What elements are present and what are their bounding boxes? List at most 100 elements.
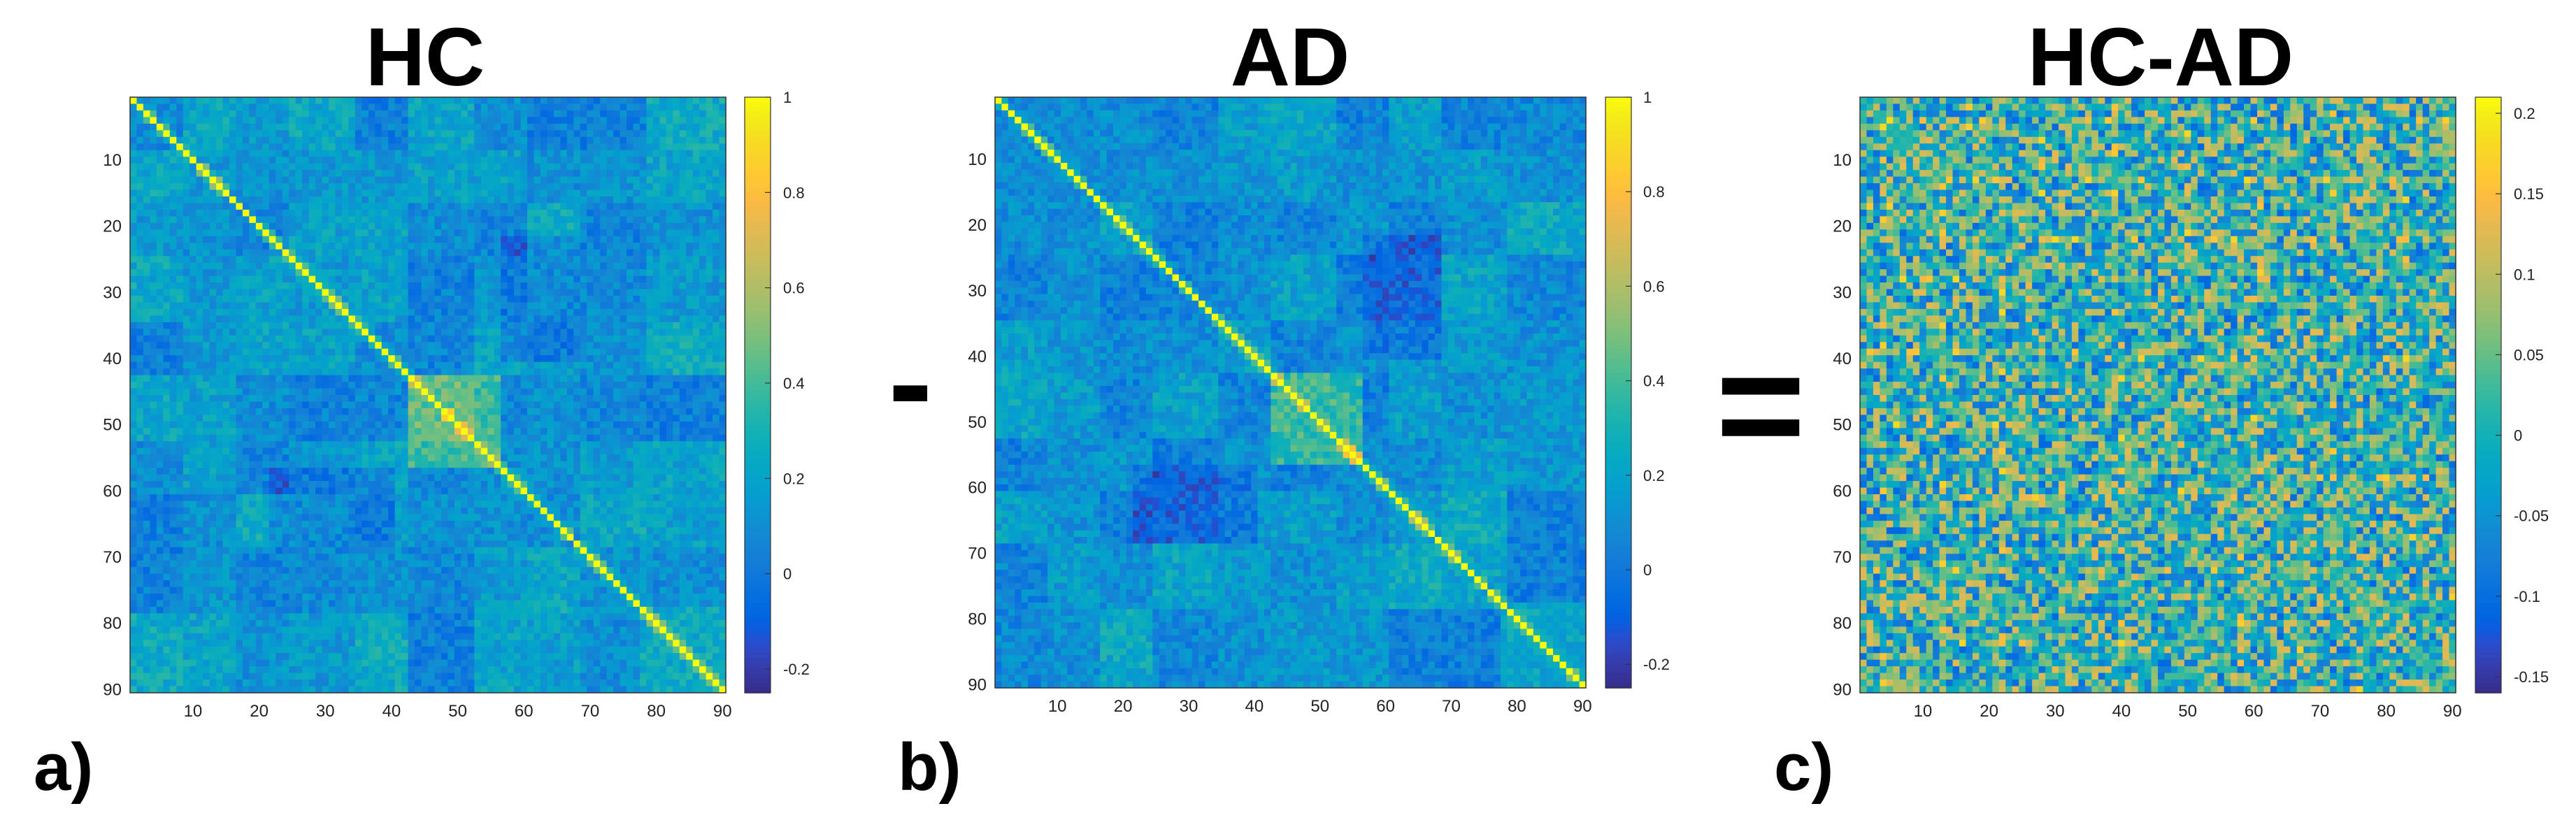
heatmap-cell bbox=[282, 130, 289, 137]
heatmap-cell bbox=[620, 170, 627, 177]
heatmap-cell bbox=[249, 177, 256, 184]
heatmap-cell bbox=[713, 183, 720, 190]
heatmap-cell bbox=[382, 177, 389, 184]
heatmap-cell bbox=[541, 97, 548, 104]
heatmap-cell bbox=[680, 164, 687, 171]
heatmap-cell bbox=[170, 143, 177, 150]
heatmap-cell bbox=[448, 164, 455, 171]
heatmap-cell bbox=[335, 170, 342, 177]
heatmap-cell bbox=[236, 124, 243, 131]
heatmap-cell bbox=[163, 110, 170, 117]
heatmap-cell bbox=[567, 103, 574, 110]
heatmap-cell bbox=[163, 150, 170, 157]
heatmap-cell bbox=[720, 103, 727, 110]
heatmap-cell bbox=[580, 143, 587, 150]
heatmap-cell bbox=[322, 164, 329, 171]
heatmap-cell bbox=[249, 117, 256, 124]
heatmap-cell bbox=[203, 130, 210, 137]
heatmap-cell bbox=[666, 103, 673, 110]
heatmap-cell bbox=[494, 164, 501, 171]
heatmap-cell bbox=[501, 117, 508, 124]
heatmap-cell bbox=[196, 183, 203, 190]
heatmap-cell bbox=[600, 130, 607, 137]
heatmap-cell bbox=[262, 164, 269, 171]
heatmap-cell bbox=[547, 183, 554, 190]
heatmap-cell bbox=[296, 110, 303, 117]
heatmap-cell bbox=[547, 170, 554, 177]
heatmap-cell bbox=[302, 130, 309, 137]
heatmap-cell bbox=[130, 137, 137, 144]
heatmap-cell bbox=[309, 110, 316, 117]
heatmap-cell bbox=[256, 183, 263, 190]
heatmap-cell bbox=[706, 97, 713, 104]
heatmap-cell bbox=[627, 177, 634, 184]
heatmap-cell bbox=[203, 190, 210, 197]
heatmap-cell bbox=[673, 170, 680, 177]
heatmap-cell bbox=[302, 150, 309, 157]
heatmap-cell bbox=[600, 170, 607, 177]
heatmap-cell bbox=[322, 130, 329, 137]
heatmap-cell bbox=[157, 190, 164, 197]
heatmap-cell bbox=[368, 177, 375, 184]
heatmap-cell bbox=[441, 137, 448, 144]
heatmap-cell bbox=[375, 143, 382, 150]
heatmap-cell bbox=[210, 103, 217, 110]
heatmap-cell bbox=[594, 117, 601, 124]
heatmap-cell bbox=[607, 117, 614, 124]
heatmap-cell bbox=[487, 124, 494, 131]
heatmap-cell bbox=[521, 177, 528, 184]
heatmap-cell bbox=[355, 124, 362, 131]
heatmap-cell bbox=[448, 103, 455, 110]
heatmap-cell bbox=[547, 143, 554, 150]
heatmap-cell bbox=[368, 190, 375, 197]
heatmap-cell bbox=[183, 103, 190, 110]
heatmap-cell bbox=[468, 117, 475, 124]
heatmap-cell bbox=[666, 110, 673, 117]
heatmap-cell bbox=[620, 164, 627, 171]
heatmap-cell bbox=[348, 130, 355, 137]
heatmap-cell bbox=[243, 124, 250, 131]
heatmap-cell bbox=[594, 164, 601, 171]
heatmap-cell bbox=[236, 190, 243, 197]
heatmap-cell bbox=[262, 117, 269, 124]
heatmap-cell bbox=[474, 170, 481, 177]
heatmap-cell bbox=[554, 157, 561, 164]
heatmap-cell bbox=[130, 124, 137, 131]
heatmap-cell bbox=[335, 183, 342, 190]
heatmap-cell bbox=[335, 190, 342, 197]
heatmap-cell bbox=[315, 143, 322, 150]
heatmap-cell bbox=[501, 150, 508, 157]
heatmap-cell bbox=[481, 157, 488, 164]
heatmap-cell bbox=[163, 157, 170, 164]
heatmap-cell bbox=[296, 130, 303, 137]
heatmap-cell bbox=[375, 170, 382, 177]
heatmap-cell bbox=[176, 157, 183, 164]
heatmap-cell bbox=[130, 164, 137, 171]
heatmap-cell bbox=[720, 177, 727, 184]
heatmap-cell bbox=[262, 130, 269, 137]
heatmap-cell bbox=[461, 117, 468, 124]
heatmap-cell bbox=[269, 183, 276, 190]
heatmap-cell bbox=[666, 183, 673, 190]
heatmap-cell bbox=[653, 183, 660, 190]
heatmap-cell bbox=[216, 110, 223, 117]
heatmap-cell bbox=[395, 190, 402, 197]
heatmap-cell bbox=[342, 150, 349, 157]
heatmap-cell bbox=[309, 137, 316, 144]
heatmap-cell bbox=[448, 137, 455, 144]
heatmap-cell bbox=[547, 110, 554, 117]
heatmap-cell bbox=[613, 110, 620, 117]
heatmap-cell bbox=[375, 110, 382, 117]
heatmap-cell bbox=[176, 183, 183, 190]
heatmap-cell bbox=[243, 170, 250, 177]
heatmap-cell bbox=[680, 103, 687, 110]
heatmap-cell bbox=[560, 150, 567, 157]
heatmap-cell bbox=[408, 164, 415, 171]
heatmap-cell bbox=[680, 110, 687, 117]
heatmap-cell bbox=[216, 150, 223, 157]
heatmap-cell bbox=[508, 117, 515, 124]
heatmap-cell bbox=[573, 97, 580, 104]
heatmap-cell bbox=[547, 150, 554, 157]
heatmap-cell bbox=[282, 177, 289, 184]
heatmap-cell bbox=[302, 143, 309, 150]
